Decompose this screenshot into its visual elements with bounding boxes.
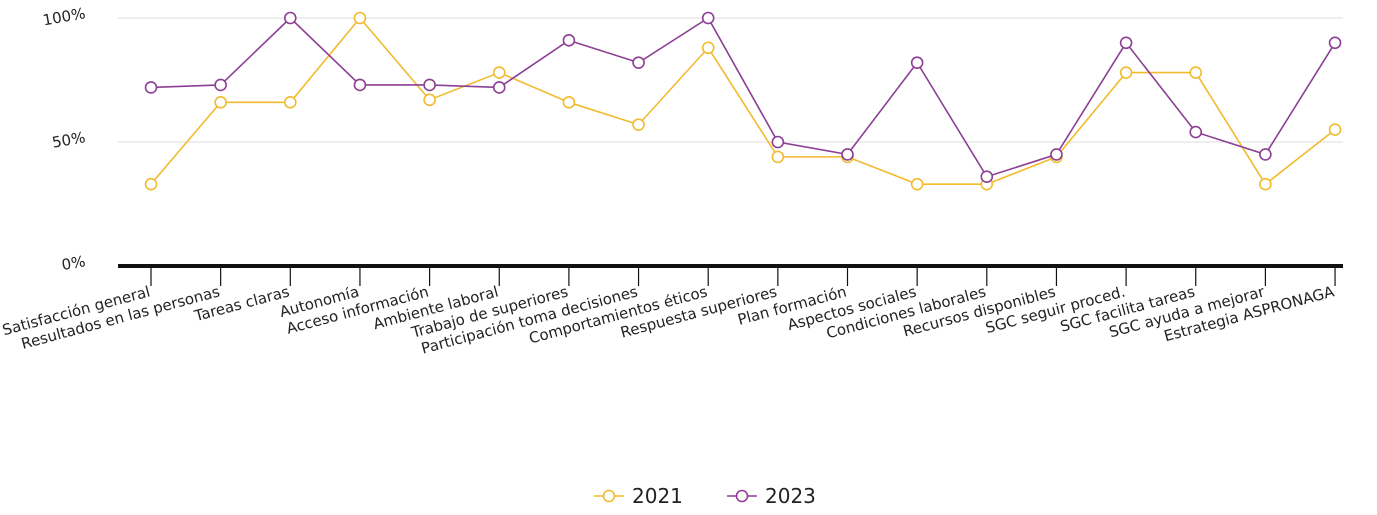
data-point [1189,66,1203,79]
data-point [1328,36,1342,50]
legend-marker [735,489,749,503]
data-point [1328,123,1342,136]
data-point [980,170,994,184]
legend-marker [602,489,616,503]
data-point [1259,148,1272,161]
data-point [632,118,645,131]
data-point [841,148,854,161]
data-point [283,96,297,109]
y-tick-label: 50% [51,128,87,152]
data-point [771,135,785,149]
data-point [632,56,645,69]
legend-label: 2021 [632,484,683,508]
data-point [910,177,924,191]
data-point [423,93,436,107]
data-point [283,11,297,25]
data-point [144,81,158,94]
data-point [144,177,158,191]
data-point [562,96,576,109]
data-point [701,11,715,25]
series-line-2021 [150,16,1336,186]
data-point [214,78,227,92]
series-line-2023 [150,16,1336,178]
data-point [423,78,436,92]
data-point [353,78,367,92]
data-point [353,11,367,25]
data-point [492,66,506,79]
data-point [492,81,506,94]
y-tick-label: 100% [41,4,86,29]
legend-label: 2023 [765,484,816,508]
data-point [1119,66,1133,79]
data-point [701,41,715,55]
data-point [1259,177,1272,191]
data-point [562,34,576,47]
data-point [214,96,227,109]
data-point [1189,125,1203,139]
data-point [1119,36,1133,50]
data-point [1050,148,1063,161]
data-point [910,56,924,69]
data-point [771,150,785,164]
y-tick-label: 0% [60,252,87,274]
